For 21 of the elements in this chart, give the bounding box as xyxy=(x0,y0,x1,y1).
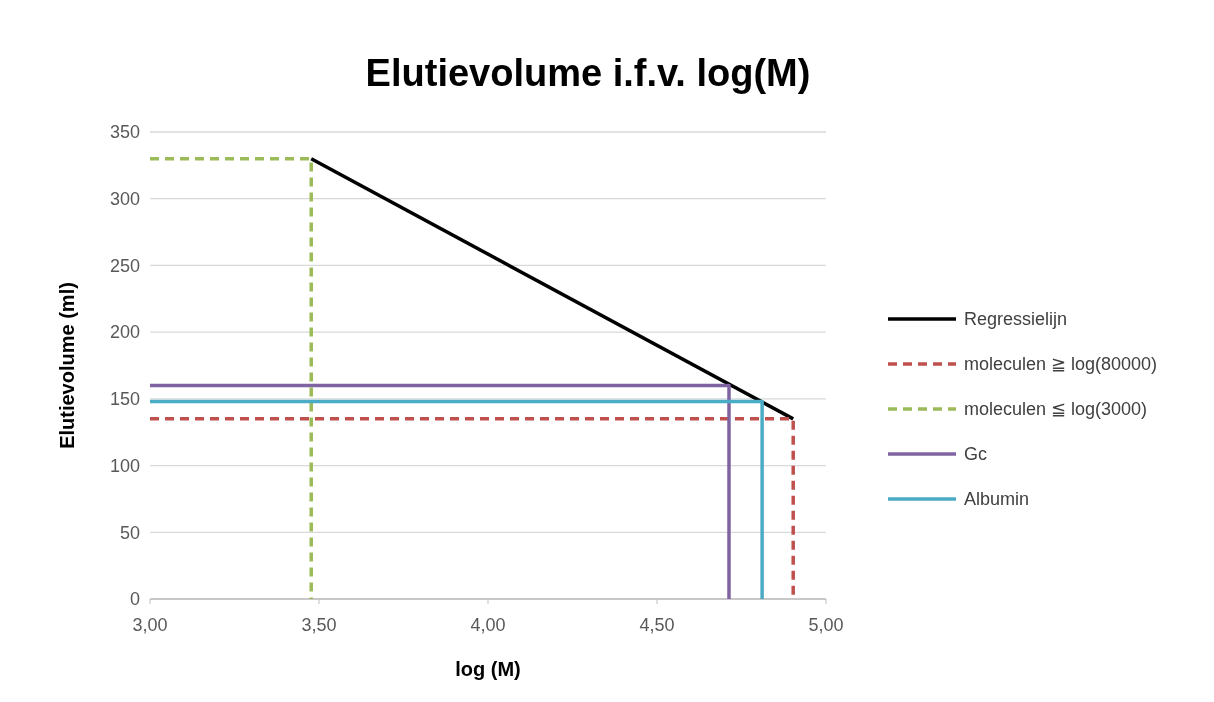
y-tick-label: 300 xyxy=(109,189,140,210)
legend-label: Albumin xyxy=(964,489,1030,510)
x-tick-label: 4,00 xyxy=(470,615,506,635)
legend-label: moleculen ≦ log(3000) xyxy=(964,399,1148,420)
x-tick-label: 5,00 xyxy=(808,615,844,635)
x-axis-title: log (M) xyxy=(455,658,521,680)
y-tick-label: 250 xyxy=(109,255,140,276)
x-tick-label: 3,00 xyxy=(132,615,168,635)
x-tick-label: 3,50 xyxy=(301,615,337,635)
x-tick-label: 4,50 xyxy=(639,615,675,635)
chart-title: Elutievolume i.f.v. log(M) xyxy=(365,52,811,94)
legend-label: Regressielijn xyxy=(964,309,1068,330)
y-tick-label: 200 xyxy=(109,322,140,343)
y-tick-label: 150 xyxy=(109,389,140,410)
y-tick-label: 100 xyxy=(109,455,140,476)
y-tick-label: 0 xyxy=(129,589,140,610)
legend-label: moleculen ≧ log(80000) xyxy=(964,354,1158,375)
y-tick-label: 50 xyxy=(119,522,140,543)
y-tick-label: 350 xyxy=(109,122,140,143)
y-axis-title: Elutievolume (ml) xyxy=(56,282,78,449)
legend-label: Gc xyxy=(964,444,988,465)
